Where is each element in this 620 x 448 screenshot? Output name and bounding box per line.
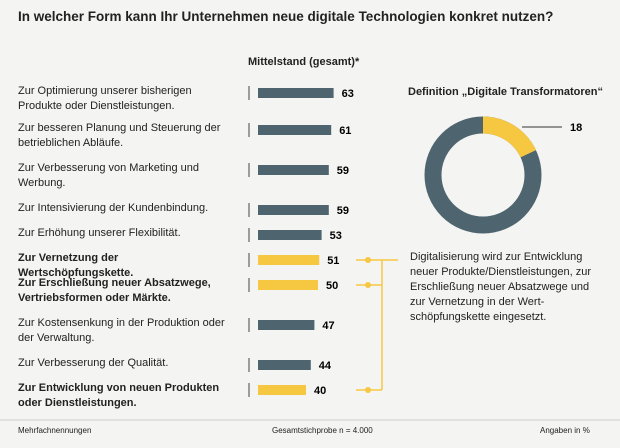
bar [258,88,334,98]
donut-segment [482,116,536,158]
description: Digitalisierung wird zur Entwicklung neu… [410,251,591,323]
value-label: 53 [330,230,342,242]
connector-dot [365,387,371,393]
footnote: Gesamtstichprobe n = 4.000 [272,426,373,435]
value-label: 61 [339,125,351,137]
category-label: Zur Erhöhung unserer Flexibilität. [18,227,181,239]
category-label: Zur Kostensenkung in der Produktion oder… [18,317,225,344]
bar [258,165,329,175]
bar [258,385,306,395]
bar [258,320,315,330]
value-label: 51 [327,255,339,267]
value-label: 50 [326,280,338,292]
value-label: 59 [337,165,349,177]
value-label: 47 [322,320,334,332]
category-label: Zur Verbesserung von Marketing und Werbu… [18,162,199,189]
category-label: Zur Erschließung neuer Absatzwege, Vertr… [18,277,211,304]
connector-dot [365,282,371,288]
bar [258,255,320,265]
category-label: Zur Entwicklung von neuen Produkten oder… [18,382,220,409]
category-label: Zur besseren Planung und Steuerung der b… [18,122,221,149]
footnote: Angaben in % [540,426,590,435]
category-label: Zur Verbesserung der Qualität. [18,357,169,369]
bar [258,125,332,135]
bar [258,230,322,240]
category-label: Zur Vernetzung der Wertschöpfungskette. [18,252,134,279]
bar [258,360,311,370]
bar [258,280,318,290]
value-label: 59 [337,205,349,217]
category-label: Zur Intensivierung der Kundenbindung. [18,202,209,214]
subtitle: Mittelstand (gesamt)* [248,56,360,68]
value-label: 44 [319,360,332,372]
donut-value-label: 18 [570,122,582,134]
value-label: 63 [342,88,354,100]
connector-dot [365,257,371,263]
value-label: 40 [314,385,326,397]
footnote: Mehrfachnennungen [18,426,92,435]
title: In welcher Form kann Ihr Unternehmen neu… [18,9,554,24]
category-label: Zur Optimierung unserer bisherigen Produ… [18,85,192,112]
bar [258,205,329,215]
donut-title: Definition „Digitale Transformatoren“ [408,86,603,98]
